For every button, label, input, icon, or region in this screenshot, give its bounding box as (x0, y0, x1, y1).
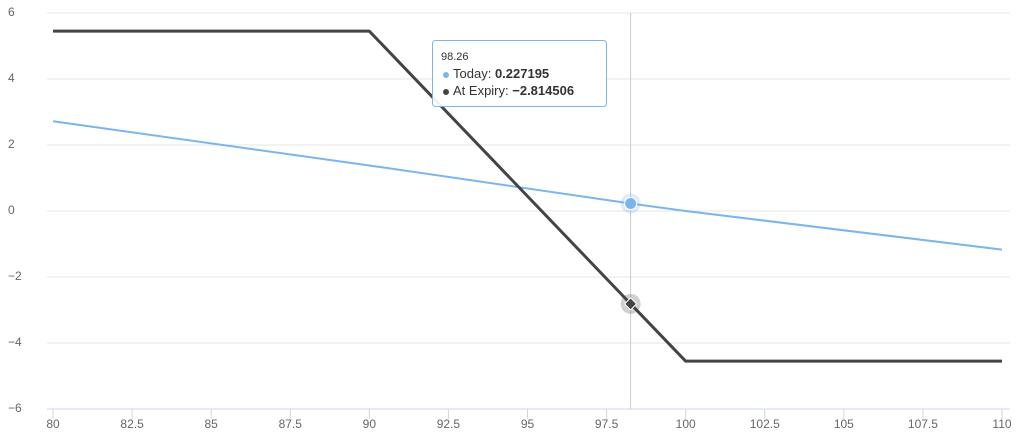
x-tick-label: 92.5 (437, 417, 461, 431)
x-tick-label: 90 (363, 417, 377, 431)
tooltip-dot (443, 89, 449, 95)
tooltip-dot (443, 72, 449, 78)
x-tick-label: 107.5 (908, 417, 938, 431)
x-tick-label: 82.5 (120, 417, 144, 431)
hover-point (623, 297, 638, 311)
y-tick-label: 2 (8, 137, 15, 151)
tooltip-row: Today: 0.227195 (453, 66, 549, 81)
x-tick-label: 95 (521, 417, 535, 431)
x-tick-label: 100 (676, 417, 696, 431)
y-tick-label: −2 (8, 269, 22, 283)
y-tick-label: −4 (8, 335, 22, 349)
y-tick-label: 0 (8, 203, 15, 217)
tooltip-box (432, 40, 607, 107)
x-tick-label: 85 (204, 417, 218, 431)
y-tick-label: −6 (8, 401, 22, 415)
x-tick-label: 80 (46, 417, 60, 431)
x-tick-label: 105 (834, 417, 854, 431)
y-tick-label: 6 (8, 5, 15, 19)
y-tick-label: 4 (8, 71, 15, 85)
x-tick-label: 97.5 (595, 417, 619, 431)
tooltip-label: Today: (453, 66, 491, 81)
hover-point (624, 197, 638, 211)
tooltip-value: 0.227195 (495, 66, 549, 81)
tooltip-x: 98.26 (441, 51, 469, 63)
tooltip-label: At Expiry: (453, 83, 509, 98)
x-tick-label: 87.5 (279, 417, 303, 431)
x-tick-label: 102.5 (750, 417, 780, 431)
tooltip-value: −2.814506 (512, 83, 574, 98)
tooltip-row: At Expiry: −2.814506 (453, 83, 574, 98)
x-tick-label: 110 (992, 417, 1011, 431)
series-line (52, 120, 1003, 251)
tooltip: 98.26 Today: 0.227195 At Expiry: −2.814506 (432, 40, 607, 107)
